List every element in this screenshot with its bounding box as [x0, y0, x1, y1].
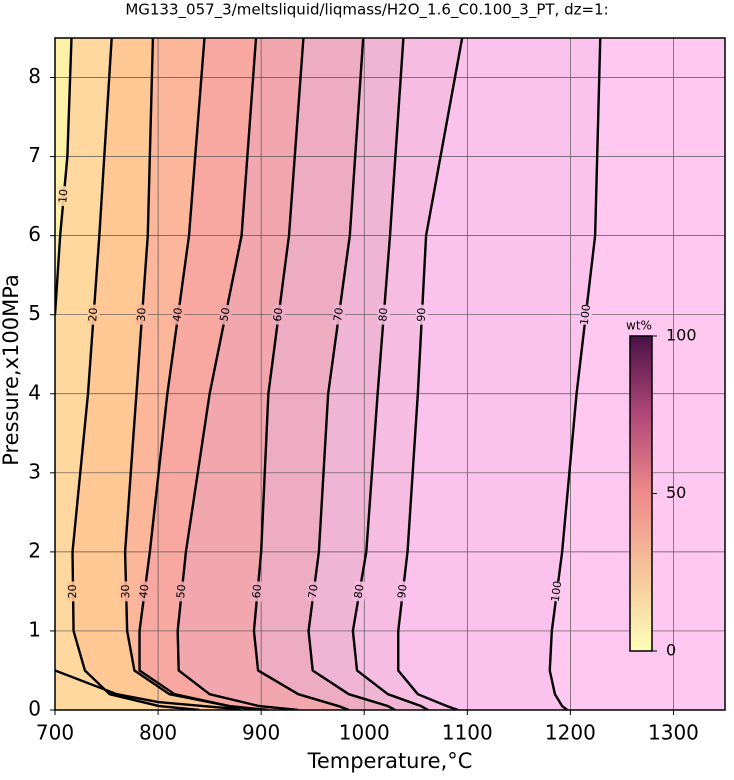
contour-label-group: 80 — [352, 580, 368, 603]
contour-label: 20 — [86, 307, 100, 322]
y-tick-label: 4 — [28, 380, 41, 404]
colorbar-label: wt% — [626, 319, 652, 333]
x-axis-label: Temperature,°C — [307, 749, 473, 773]
contour-label: 30 — [135, 307, 149, 322]
x-tick-label: 1300 — [648, 721, 699, 745]
contour-label-bg — [306, 580, 321, 603]
contour-label: 100 — [578, 303, 593, 325]
contour-label: 60 — [250, 584, 264, 599]
contour-label-group: 100 — [549, 580, 565, 603]
contour-label-group: 40 — [170, 303, 186, 326]
y-tick-label: 7 — [28, 143, 41, 167]
x-tick-label: 1200 — [545, 721, 596, 745]
contour-label-bg — [415, 304, 429, 326]
contour-label-bg — [352, 580, 368, 603]
contour-label-bg — [137, 580, 152, 603]
contour-label-group: 30 — [119, 581, 133, 602]
contour-label-group: 90 — [395, 580, 411, 603]
contour-label-group: 20 — [86, 304, 101, 326]
contour-label-group: 40 — [137, 580, 152, 603]
colorbar-tick-label: 50 — [666, 483, 686, 502]
y-tick-label: 3 — [28, 459, 41, 483]
contour-label-group: 60 — [271, 304, 286, 326]
y-tick-label: 5 — [28, 301, 41, 325]
contour-label: 50 — [174, 584, 188, 599]
contour-label-bg — [135, 304, 149, 326]
contour-label-bg — [331, 303, 347, 326]
contour-label-group: 60 — [250, 580, 265, 602]
x-tick-label: 1000 — [339, 721, 390, 745]
contour-label-group: 20 — [66, 581, 80, 602]
contour-label-bg — [174, 580, 189, 602]
contour-label-bg — [549, 580, 565, 603]
contour-label-group: 70 — [306, 580, 321, 603]
plot-frame — [54, 37, 726, 711]
contour-label-bg — [395, 580, 411, 603]
contour-label-bg — [86, 304, 101, 326]
contour-label-group: 10 — [56, 185, 71, 207]
contour-label: 80 — [376, 307, 390, 322]
y-tick-label: 1 — [28, 617, 41, 641]
chart-title: MG133_057_3/meltsliquid/liqmass/H2O_1.6_… — [125, 1, 608, 20]
contour-line — [548, 38, 602, 710]
contour-label-bg — [119, 581, 133, 602]
contour-label: 90 — [395, 584, 410, 599]
contour-line — [252, 38, 350, 710]
contour-label: 100 — [549, 580, 565, 603]
y-tick-label: 0 — [28, 697, 41, 721]
contour-line — [397, 38, 464, 710]
plot-area: 10 20 20 30 30 40 40 50 50 60 60 70 70 80 80 90 90 100 100 — [55, 38, 725, 710]
colorbar — [629, 335, 653, 652]
colorbar-tick-label: 0 — [666, 641, 676, 660]
contour-label: 40 — [137, 584, 152, 600]
fill-band — [55, 38, 260, 710]
y-tick-label: 8 — [28, 64, 41, 88]
x-tick-label: 700 — [36, 721, 74, 745]
colorbar-tick-label: 100 — [666, 326, 697, 345]
contour-label-bg — [170, 303, 186, 326]
y-tick-label: 6 — [28, 222, 41, 246]
contour-label: 30 — [119, 584, 132, 598]
contour-label-bg — [66, 581, 80, 602]
contour-label-bg — [271, 304, 286, 326]
x-tick-label: 1100 — [442, 721, 493, 745]
contour-label-group: 50 — [174, 580, 189, 602]
contour-line — [138, 38, 269, 710]
x-tick-label: 800 — [139, 721, 177, 745]
contour-label-group: 30 — [135, 304, 149, 326]
contour-line — [307, 38, 396, 710]
contour-label-group: 90 — [415, 304, 429, 326]
contour-label: 90 — [415, 307, 429, 322]
contour-label: 70 — [306, 584, 321, 600]
contour-label: 60 — [271, 307, 286, 323]
contour-line — [351, 38, 429, 710]
contour-label: 70 — [331, 307, 346, 323]
contour-label: 20 — [66, 584, 79, 598]
contour-label-bg — [217, 303, 234, 326]
contour-label-bg — [578, 304, 593, 326]
contour-label: 80 — [352, 583, 367, 599]
contour-label: 40 — [170, 307, 185, 323]
contour-label-group: 100 — [578, 303, 593, 325]
fill-band — [55, 38, 200, 710]
contour-label: 10 — [56, 189, 70, 204]
contour-label-bg — [56, 185, 71, 207]
contour-line — [71, 38, 200, 710]
contour-label: 50 — [217, 306, 233, 322]
y-axis-label: Pressure,x100MPa — [0, 274, 23, 466]
contour-line — [176, 38, 299, 710]
overlay: 700 800 900 1000 1100 1200 1300 0 1 2 3 4 5 6 7 8 wt% 0 50… — [28, 37, 726, 745]
contour-label-group: 70 — [331, 303, 347, 326]
contour-label-group: 50 — [217, 303, 234, 326]
x-tick-label: 900 — [242, 721, 280, 745]
contour-label-bg — [250, 580, 265, 602]
contour-label-group: 80 — [376, 304, 391, 326]
contour-label-bg — [377, 304, 391, 326]
y-tick-label: 2 — [28, 538, 41, 562]
